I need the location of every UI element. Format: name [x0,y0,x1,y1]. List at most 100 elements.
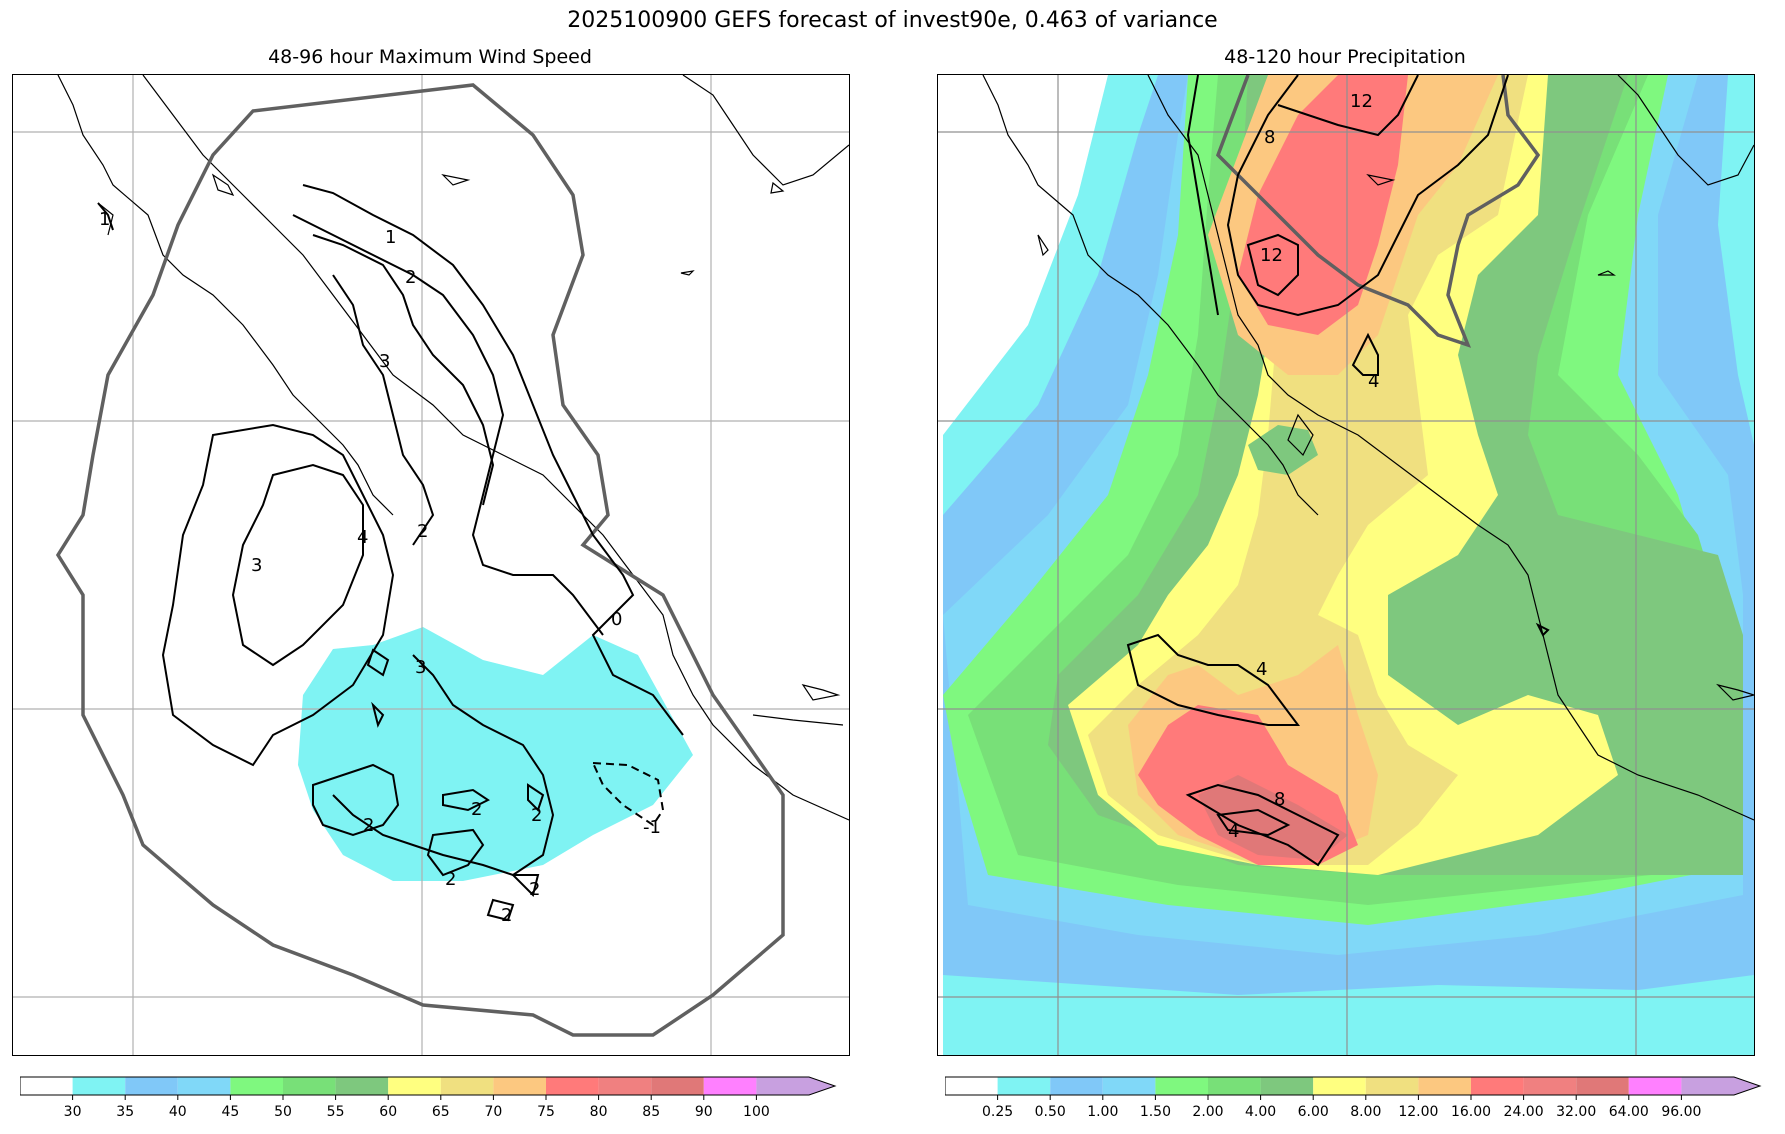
contour-label: 12 [1260,245,1283,266]
wind-speed-map: 1 1 2 3 3 4 2 3 0 2 2 2 2 2 2 -1 [12,74,850,1056]
left-panel-title: 48-96 hour Maximum Wind Speed [268,46,592,68]
colorbar-segment [651,1077,704,1095]
colorbar-tick-label: 32.00 [1556,1104,1596,1120]
colorbar-tick-label: 96.00 [1661,1104,1701,1120]
contour-label: 2 [531,805,542,826]
precip-shading [943,75,1754,1055]
colorbar-tick-label: 65 [432,1104,450,1120]
colorbar-tick-label: 0.50 [1035,1104,1066,1120]
colorbar-tick-label: 0.25 [982,1104,1013,1120]
colorbar-tick-label: 50 [274,1104,292,1120]
contour-label: 2 [501,905,512,926]
colorbar-segment [945,1077,998,1095]
colorbar-segment [1050,1077,1103,1095]
contour-label: 2 [445,869,456,890]
colorbar-segment [1418,1077,1471,1095]
colorbar-segment [1365,1077,1419,1095]
contour-label: 8 [1264,127,1275,148]
colorbar-segment [1155,1077,1208,1095]
colorbar-segment [283,1077,336,1095]
colorbar-tick-label: 24.00 [1504,1104,1544,1120]
contour-label: 12 [1350,91,1373,112]
colorbar-segment [1628,1077,1682,1095]
colorbar-outline [20,1076,837,1096]
colorbar-tick-label: 2.00 [1192,1104,1223,1120]
contour-label: 2 [471,799,482,820]
colorbar-segment [335,1077,389,1095]
contour-label: 2 [417,521,428,542]
colorbar-tick-label: 6.00 [1298,1104,1329,1120]
colorbar-extend-arrow [756,1077,835,1095]
colorbar-segment [125,1077,178,1095]
colorbar-tick-label: 60 [379,1104,397,1120]
precip-band-24.00-north [1238,75,1408,335]
contour-label: 4 [357,527,368,548]
wind-speed-map-svg: 1 1 2 3 3 4 2 3 0 2 2 2 2 2 2 -1 [13,75,849,1055]
contour-label: 4 [1368,371,1379,392]
colorbar-tick-label: 1.50 [1140,1104,1171,1120]
colorbar-tick-label: 64.00 [1609,1104,1649,1120]
colorbar-segment [177,1077,231,1095]
wind-contour-labels: 1 1 2 3 3 4 2 3 0 2 2 2 2 2 2 -1 [99,209,661,926]
precipitation-map-svg: 12 8 12 4 4 8 4 [938,75,1754,1055]
colorbar-tick-label: 85 [642,1104,660,1120]
negative-contour [591,761,665,827]
precip-contours [1126,75,1550,867]
wind-speed-colorbar: 30 35 40 45 50 55 60 65 70 75 80 85 90 100 [20,1076,837,1120]
colorbar-tick-label: 12.00 [1398,1104,1438,1120]
contour-label: 1 [385,227,396,248]
colorbar-tick-label: 40 [169,1104,187,1120]
wind-shade-30 [298,627,693,881]
colorbar-extend-arrow [1681,1077,1760,1095]
colorbar-tick-label: 1.00 [1087,1104,1118,1120]
contour-label: 3 [251,555,262,576]
colorbar-segment [1523,1077,1577,1095]
colorbar-tick-label: 100 [743,1104,770,1120]
contour-label: 2 [529,879,540,900]
colorbar-tick-label: 80 [590,1104,608,1120]
figure-title: 2025100900 GEFS forecast of invest90e, 0… [567,8,1218,33]
colorbar-tick-label: 8.00 [1350,1104,1381,1120]
contour-label: 8 [1274,789,1285,810]
ensemble-envelope [55,83,785,1037]
graticule [938,75,1754,1055]
graticule [13,75,849,1055]
colorbar-segment [388,1077,441,1095]
colorbar-tick-label: 16.00 [1451,1104,1491,1120]
colorbar-segment [703,1077,757,1095]
wind-contours [97,184,684,922]
colorbar-tick-label: 45 [221,1104,239,1120]
precipitation-map: 12 8 12 4 4 8 4 [937,74,1755,1056]
colorbar-tick-label: 90 [695,1104,713,1120]
contour-label: 2 [363,815,374,836]
colorbar-segment [1260,1077,1314,1095]
colorbar-segment [1208,1077,1261,1095]
colorbar-tick-label: 55 [327,1104,345,1120]
precipitation-colorbar: 0.25 0.50 1.00 1.50 2.00 4.00 6.00 8.00 12.00 16.… [945,1076,1762,1120]
colorbar-segment [20,1077,73,1095]
colorbar-segment [493,1077,546,1095]
colorbar-tick-label: 70 [484,1104,502,1120]
colorbar-tick-label: 35 [116,1104,134,1120]
colorbar-tick-label: 30 [64,1104,82,1120]
contour-label: -1 [643,817,661,838]
colorbar-segment [598,1077,652,1095]
precip-contour-labels: 12 8 12 4 4 8 4 [1228,91,1379,842]
colorbar-segment [440,1077,494,1095]
contour-label: 3 [415,657,426,678]
contour-label: 2 [405,267,416,288]
colorbar-segment [72,1077,126,1095]
colorbar-outline [945,1076,1762,1096]
colorbar-tick-label: 75 [537,1104,555,1120]
right-panel-title: 48-120 hour Precipitation [1224,46,1466,68]
coastline [57,75,849,821]
coastline [982,75,1754,821]
colorbar-segment [1102,1077,1156,1095]
contour-label: 4 [1228,821,1239,842]
colorbar-tick-label: 4.00 [1245,1104,1276,1120]
contour-label: 1 [99,209,110,230]
colorbar-segment [230,1077,283,1095]
colorbar-segment [546,1077,599,1095]
colorbar-segment [997,1077,1051,1095]
precip-band-2.00-center [1248,425,1318,475]
